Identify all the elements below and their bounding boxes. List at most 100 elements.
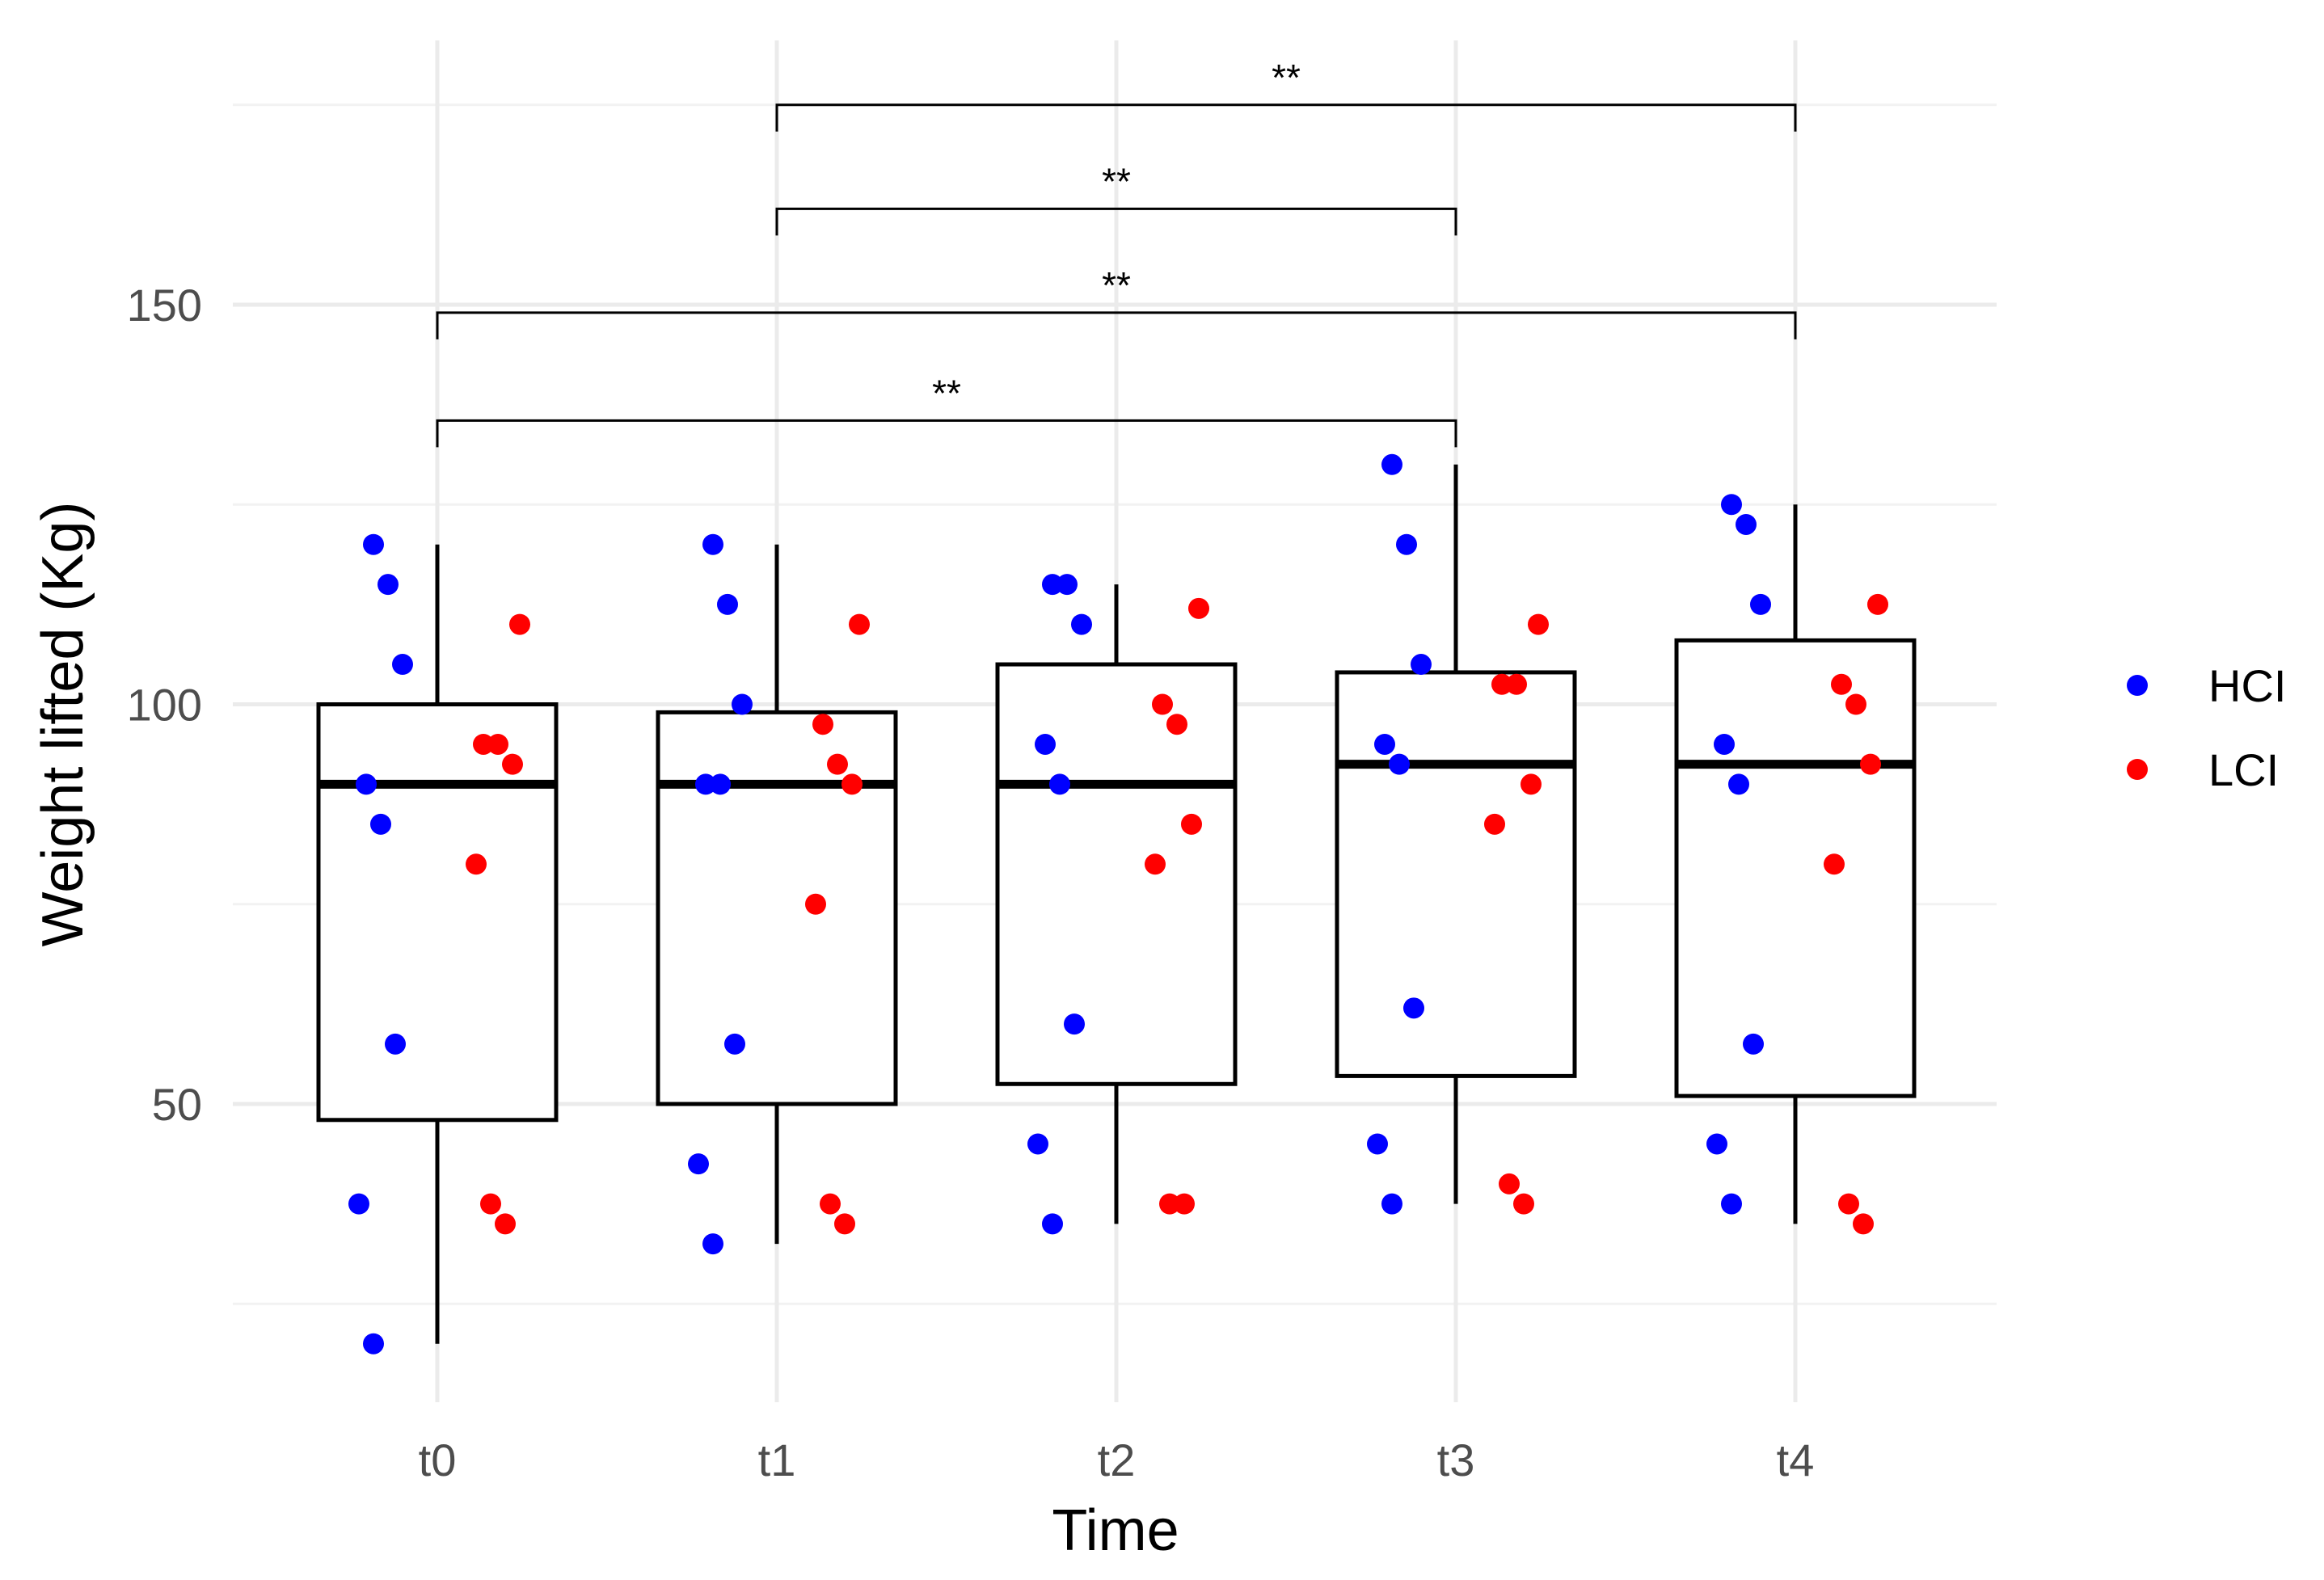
data-points — [348, 453, 1888, 1355]
lci-point — [1838, 1193, 1859, 1215]
hci-point — [1367, 1133, 1388, 1155]
lci-point — [509, 613, 530, 635]
significance-bracket — [775, 103, 1797, 132]
lci-point — [849, 613, 870, 635]
lci-point — [1845, 693, 1866, 715]
x-tick-label: t0 — [419, 1435, 457, 1485]
hci-point — [363, 533, 384, 555]
lci-point — [473, 733, 494, 755]
legend-label-hci: HCI — [2208, 660, 2286, 711]
lci-point — [812, 714, 833, 735]
hci-point — [1381, 453, 1402, 475]
hci-point — [717, 593, 738, 615]
lci-point — [1188, 597, 1209, 619]
lci-point — [805, 893, 826, 915]
y-axis-title: Weight lifted (Kg) — [31, 502, 95, 947]
hci-point — [1396, 533, 1417, 555]
hci-point — [348, 1193, 369, 1215]
lci-point — [1181, 813, 1202, 835]
hci-point — [1411, 654, 1432, 676]
hci-point — [1027, 1133, 1048, 1155]
lci-point — [827, 753, 848, 775]
lci-point — [834, 1213, 855, 1235]
significance-bracket — [775, 207, 1457, 236]
lci-point — [1831, 673, 1852, 695]
lci-point — [1145, 853, 1166, 875]
hci-point — [385, 1033, 406, 1055]
lci-point — [1867, 593, 1888, 615]
significance-label: ** — [1272, 57, 1301, 99]
significance-label: ** — [932, 372, 961, 414]
lci-point — [1824, 853, 1845, 875]
hci-point — [732, 693, 753, 715]
hci-point — [710, 773, 731, 795]
y-tick-label: 50 — [152, 1079, 202, 1130]
hci-point — [1035, 733, 1056, 755]
lci-point — [502, 753, 523, 775]
hci-point — [1721, 1193, 1742, 1215]
lci-point — [1853, 1213, 1874, 1235]
lci-point — [1528, 613, 1549, 635]
significance-brackets: ** ** ** ** — [436, 57, 1797, 448]
lci-point — [1499, 1173, 1520, 1194]
boxes — [316, 464, 1917, 1344]
lci-point — [1174, 1193, 1195, 1215]
hci-point — [1042, 1213, 1063, 1235]
box — [995, 662, 1238, 1086]
lci-point — [1513, 1193, 1534, 1215]
significance-bracket — [436, 311, 1797, 339]
x-tick-label: t1 — [758, 1435, 796, 1485]
lci-point — [1484, 813, 1505, 835]
lci-point — [1521, 773, 1542, 795]
y-tick-label: 150 — [127, 280, 202, 331]
hci-point — [1057, 574, 1078, 596]
lci-point — [487, 733, 508, 755]
y-tick-label: 100 — [127, 680, 202, 731]
legend-label-lci: LCI — [2208, 744, 2279, 795]
legend: HCI LCI — [2127, 660, 2286, 795]
significance-bracket — [436, 419, 1457, 448]
hci-point — [1750, 593, 1771, 615]
hci-point — [1714, 733, 1735, 755]
hci-point — [370, 813, 391, 835]
lci-point — [466, 853, 487, 875]
legend-key-hci — [2127, 675, 2148, 696]
lci-point — [480, 1193, 501, 1215]
hci-point — [702, 533, 723, 555]
lci-point — [1506, 673, 1527, 695]
hci-point — [1374, 733, 1395, 755]
hci-point — [702, 1233, 723, 1255]
hci-point — [356, 773, 377, 795]
x-axis-title: Time — [1052, 1498, 1179, 1563]
lci-point — [495, 1213, 516, 1235]
x-tick-label: t3 — [1437, 1435, 1475, 1485]
hci-point — [1728, 773, 1749, 795]
hci-point — [1042, 574, 1063, 596]
significance-label: ** — [1102, 160, 1131, 202]
hci-point — [1071, 613, 1092, 635]
hci-point — [688, 1153, 709, 1175]
x-tick-label: t4 — [1777, 1435, 1815, 1485]
hci-point — [695, 773, 716, 795]
significance-label: ** — [1102, 264, 1131, 306]
lci-point — [820, 1193, 841, 1215]
hci-point — [724, 1033, 745, 1055]
box — [1335, 670, 1577, 1078]
lci-point — [1159, 1193, 1180, 1215]
box — [656, 710, 898, 1106]
hci-point — [1736, 513, 1757, 535]
hci-point — [1049, 773, 1070, 795]
hci-point — [1403, 997, 1424, 1019]
x-tick-label: t2 — [1098, 1435, 1136, 1485]
legend-key-lci — [2127, 759, 2148, 780]
lci-point — [1491, 673, 1512, 695]
box — [1674, 638, 1917, 1098]
lci-point — [841, 773, 863, 795]
hci-point — [1743, 1033, 1764, 1055]
hci-point — [1381, 1193, 1402, 1215]
lci-point — [1152, 693, 1173, 715]
hci-point — [377, 574, 399, 596]
lci-point — [1166, 714, 1187, 735]
lci-point — [1860, 753, 1881, 775]
